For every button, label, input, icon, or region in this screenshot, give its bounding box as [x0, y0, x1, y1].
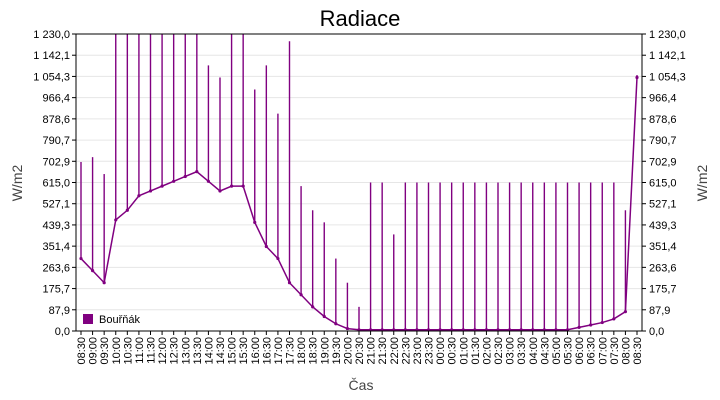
y-tick-label-right: 790,7 [649, 135, 677, 147]
x-tick-label: 15:30 [238, 337, 250, 365]
y-axis-label-right: W/m2 [694, 165, 710, 202]
y-axis-label-left: W/m2 [9, 165, 25, 202]
x-tick-label: 08:00 [620, 337, 632, 365]
x-tick-label: 14:00 [203, 337, 215, 365]
grid [76, 33, 642, 332]
x-tick-label: 10:00 [111, 337, 123, 365]
y-tick-label-left: 351,4 [42, 241, 70, 253]
x-tick-label: 06:00 [574, 337, 586, 365]
x-tick-label: 07:00 [597, 337, 609, 365]
x-tick-label: 05:00 [551, 337, 563, 365]
plot-frame [75, 33, 643, 332]
x-tick-label: 21:00 [366, 337, 378, 365]
x-tick-label: 08:30 [632, 337, 644, 365]
x-tick-label: 04:00 [528, 337, 540, 365]
y-tick-label-left: 175,7 [42, 284, 70, 296]
x-ticks: 08:30 09:00 09:30 10:00 10:30 11:00 11:30 12:00… [76, 331, 644, 365]
x-tick-label: 13:00 [180, 337, 192, 365]
y-tick-label-right: 1 142,1 [649, 50, 686, 62]
x-tick-label: 18:30 [308, 337, 320, 365]
x-tick-label: 13:30 [192, 337, 204, 365]
y-tick-label-left: 702,9 [42, 156, 70, 168]
x-tick-label: 17:00 [273, 337, 285, 365]
x-tick-label: 23:30 [424, 337, 436, 365]
x-tick-label: 15:00 [227, 337, 239, 365]
x-tick-label: 21:30 [377, 337, 389, 365]
y-tick-label-right: 615,0 [649, 178, 677, 190]
x-tick-label: 11:30 [146, 337, 158, 364]
x-tick-label: 19:30 [331, 337, 343, 365]
x-tick-label: 12:00 [157, 337, 169, 365]
x-tick-label: 02:00 [481, 337, 493, 365]
x-tick-label: 11:00 [134, 337, 146, 364]
y-tick-label-right: 0,0 [649, 326, 664, 338]
y-tick-label-right: 351,4 [649, 241, 677, 253]
y-tick-label-right: 1 054,3 [649, 71, 686, 83]
x-tick-label: 06:30 [586, 337, 598, 365]
x-tick-label: 01:30 [470, 337, 482, 365]
legend-label: Bouřňák [99, 314, 140, 326]
x-tick-label: 08:30 [76, 337, 88, 365]
x-tick-label: 20:30 [354, 337, 366, 365]
y-tick-label-right: 263,6 [649, 262, 677, 274]
y-tick-label-right: 878,6 [649, 114, 677, 126]
y-tick-label-right: 527,1 [649, 199, 677, 211]
y-tick-label-left: 966,4 [42, 93, 70, 105]
x-tick-label: 17:30 [285, 337, 297, 365]
y-tick-label-left: 87,9 [49, 305, 70, 317]
y-tick-label-left: 1 054,3 [33, 71, 70, 83]
x-tick-label: 18:00 [296, 337, 308, 365]
y-tick-label-right: 175,7 [649, 284, 677, 296]
y-tick-label-left: 615,0 [42, 178, 70, 190]
x-tick-label: 22:00 [389, 337, 401, 365]
x-tick-label: 16:30 [261, 337, 273, 365]
y-tick-label-right: 439,3 [649, 220, 677, 232]
x-tick-label: 14:30 [215, 337, 227, 365]
y-ticks-left: 0,0 87,9 175,7 263,6 351,4 439,3 527,1 615,0 702… [33, 29, 76, 338]
x-tick-label: 09:30 [99, 337, 111, 365]
y-tick-label-right: 87,9 [649, 305, 670, 317]
y-tick-label-left: 263,6 [42, 262, 70, 274]
legend: Bouřňák [83, 314, 140, 326]
y-tick-label-right: 966,4 [649, 93, 677, 105]
x-tick-label: 04:30 [539, 337, 551, 365]
y-tick-label-left: 527,1 [42, 199, 70, 211]
x-tick-label: 01:00 [458, 337, 470, 365]
x-tick-label: 09:00 [88, 337, 100, 365]
legend-swatch [83, 314, 93, 324]
y-ticks-right: 0,0 87,9 175,7 263,6 351,4 439,3 527,1 615,0 702… [642, 29, 686, 338]
x-tick-label: 20:00 [342, 337, 354, 365]
y-tick-label-right: 702,9 [649, 156, 677, 168]
y-tick-label-left: 878,6 [42, 114, 70, 126]
x-tick-label: 00:00 [435, 337, 447, 365]
x-tick-label: 00:30 [447, 337, 459, 365]
y-tick-label-left: 0,0 [55, 326, 70, 338]
y-tick-label-left: 790,7 [42, 135, 70, 147]
y-tick-label-left: 439,3 [42, 220, 70, 232]
x-axis-label: Čas [349, 377, 374, 393]
x-tick-label: 03:00 [505, 337, 517, 365]
x-tick-label: 23:00 [412, 337, 424, 365]
x-tick-label: 10:30 [122, 337, 134, 365]
x-tick-label: 07:30 [609, 337, 621, 365]
y-tick-label-left: 1 230,0 [33, 29, 70, 41]
chart-title: Radiace [320, 6, 401, 31]
x-tick-label: 05:30 [563, 337, 575, 365]
y-tick-label-left: 1 142,1 [33, 50, 70, 62]
x-tick-label: 19:00 [319, 337, 331, 365]
x-tick-label: 02:30 [493, 337, 505, 365]
x-tick-label: 12:30 [169, 337, 181, 365]
y-tick-label-right: 1 230,0 [649, 29, 686, 41]
x-tick-label: 22:30 [400, 337, 412, 365]
x-tick-label: 16:00 [250, 337, 262, 365]
x-tick-label: 03:30 [516, 337, 528, 365]
